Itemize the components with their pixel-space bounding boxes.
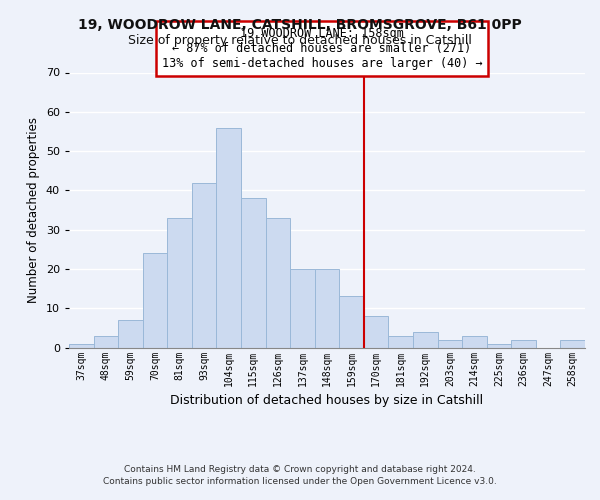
Bar <box>364 316 388 348</box>
Bar <box>487 344 511 347</box>
Text: 19, WOODROW LANE, CATSHILL, BROMSGROVE, B61 0PP: 19, WOODROW LANE, CATSHILL, BROMSGROVE, … <box>78 18 522 32</box>
Bar <box>69 344 94 347</box>
Bar <box>511 340 536 347</box>
Y-axis label: Number of detached properties: Number of detached properties <box>27 117 40 303</box>
Bar <box>290 269 315 347</box>
Bar <box>560 340 585 347</box>
Text: Size of property relative to detached houses in Catshill: Size of property relative to detached ho… <box>128 34 472 47</box>
Bar <box>118 320 143 347</box>
Bar <box>388 336 413 347</box>
Text: Contains HM Land Registry data © Crown copyright and database right 2024.: Contains HM Land Registry data © Crown c… <box>124 466 476 474</box>
Bar <box>94 336 118 347</box>
Bar <box>339 296 364 348</box>
Bar <box>217 128 241 348</box>
Text: 19 WOODROW LANE: 158sqm
← 87% of detached houses are smaller (271)
13% of semi-d: 19 WOODROW LANE: 158sqm ← 87% of detache… <box>161 26 482 70</box>
Text: Contains public sector information licensed under the Open Government Licence v3: Contains public sector information licen… <box>103 477 497 486</box>
Bar <box>167 218 192 348</box>
Bar <box>266 218 290 348</box>
Bar <box>413 332 437 347</box>
Bar <box>462 336 487 347</box>
Bar <box>241 198 266 348</box>
Bar <box>192 182 217 348</box>
Bar <box>315 269 339 347</box>
Bar <box>143 253 167 348</box>
X-axis label: Distribution of detached houses by size in Catshill: Distribution of detached houses by size … <box>170 394 484 407</box>
Bar <box>437 340 462 347</box>
